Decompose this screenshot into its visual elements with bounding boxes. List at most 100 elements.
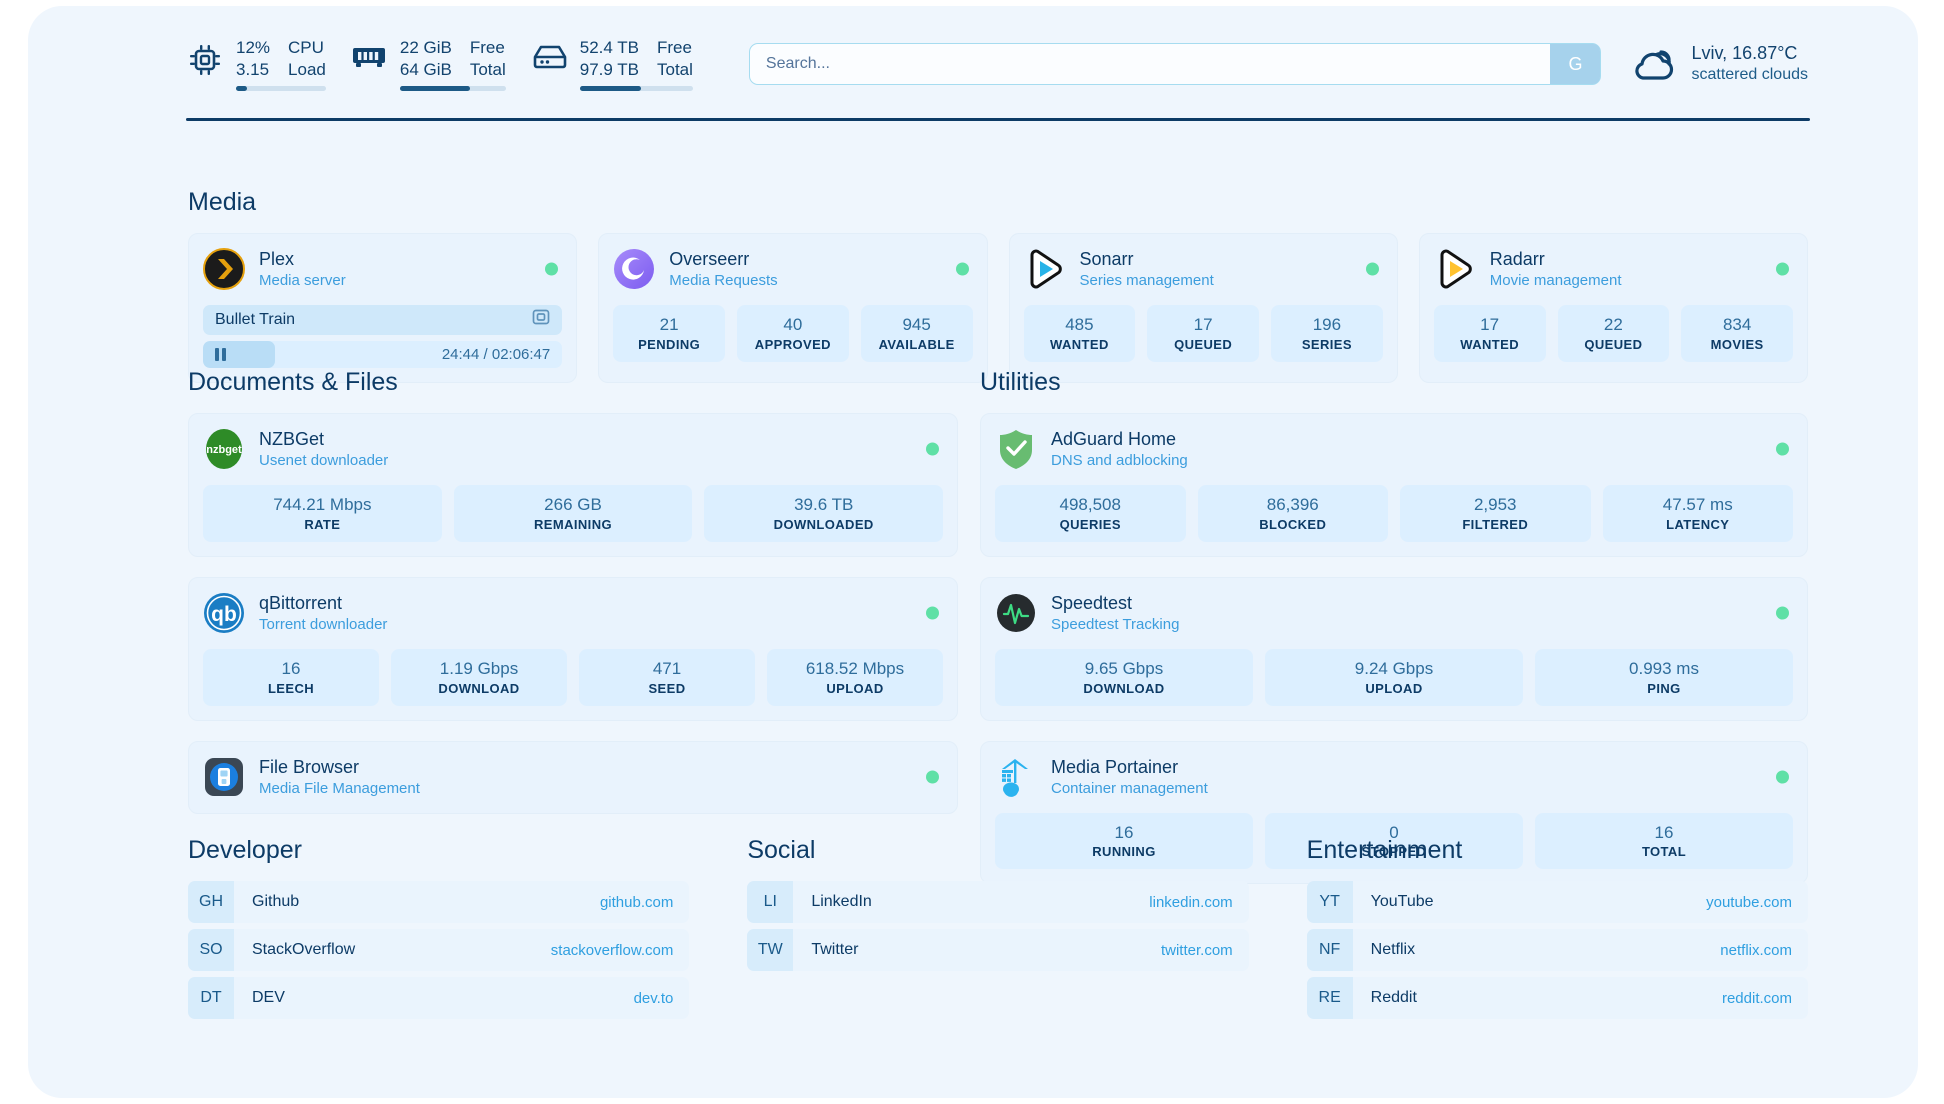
pause-icon[interactable] xyxy=(215,347,226,361)
stat-tile-queued[interactable]: 22 QUEUED xyxy=(1557,304,1670,362)
stat-label: AVAILABLE xyxy=(878,336,955,352)
cast-icon[interactable] xyxy=(532,308,550,331)
search-input[interactable] xyxy=(749,44,1551,84)
search-box[interactable]: G xyxy=(748,43,1602,85)
stat-tile-blocked[interactable]: 86,396 BLOCKED xyxy=(1197,484,1388,542)
search-submit-button[interactable]: G xyxy=(1550,44,1601,84)
stat-tile-download[interactable]: 9.65 Gbps DOWNLOAD xyxy=(995,648,1253,706)
status-indicator-dot xyxy=(1776,262,1789,276)
sonarr-icon xyxy=(1024,248,1066,290)
service-card-sonarr[interactable]: Sonarr Series management 485 WANTED 17 Q… xyxy=(1008,233,1398,383)
stat-tile-wanted[interactable]: 485 WANTED xyxy=(1023,304,1136,362)
stat-tile-seed[interactable]: 471 SEED xyxy=(579,648,755,706)
bookmark-url[interactable]: twitter.com xyxy=(1160,941,1233,959)
stat-tile-download[interactable]: 1.19 Gbps DOWNLOAD xyxy=(391,648,567,706)
cloud-icon xyxy=(1631,44,1677,84)
stat-tile-remaining[interactable]: 266 GB REMAINING xyxy=(453,484,693,542)
service-subtitle: Container management xyxy=(1051,780,1208,798)
stat-tile-running[interactable]: 16 RUNNING xyxy=(995,812,1253,870)
stat-label: PING xyxy=(1647,680,1681,696)
hardware-stat-label-secondary: Total xyxy=(657,59,693,79)
service-name: Media Portainer xyxy=(1051,756,1179,777)
bookmark-name: YouTube xyxy=(1370,893,1434,910)
stat-tile-total[interactable]: 16 TOTAL xyxy=(1535,812,1793,870)
stat-tile-latency[interactable]: 47.57 ms LATENCY xyxy=(1602,484,1793,542)
service-card-speedtest[interactable]: Speedtest Speedtest Tracking 9.65 Gbps D… xyxy=(980,576,1808,721)
service-card-radarr[interactable]: Radarr Movie management 17 WANTED 22 QUE… xyxy=(1418,233,1808,383)
hardware-usage-bar xyxy=(399,85,506,91)
hardware-stat-values: 12% 3.15 xyxy=(236,37,270,80)
service-card-adguard-home[interactable]: AdGuard Home DNS and adblocking 498,508 … xyxy=(980,413,1808,557)
service-subtitle: Speedtest Tracking xyxy=(1051,616,1180,634)
stat-value: 39.6 TB xyxy=(794,494,854,514)
service-card-file-browser[interactable]: File Browser Media File Management xyxy=(188,740,958,814)
stat-tile-available[interactable]: 945 AVAILABLE xyxy=(860,304,973,362)
stat-tile-queued[interactable]: 17 QUEUED xyxy=(1147,304,1259,362)
stat-tile-leech[interactable]: 16 LEECH xyxy=(203,648,379,706)
service-card-qbittorrent[interactable]: qb qBittorrent Torrent downloader 16 LEE… xyxy=(188,576,958,721)
svg-text:nzbget: nzbget xyxy=(206,444,242,456)
stat-label: DOWNLOAD xyxy=(1083,680,1165,696)
bookmark-url[interactable]: reddit.com xyxy=(1721,989,1792,1007)
hardware-stat-cpu: 12% 3.15 CPU Load xyxy=(188,37,326,91)
filebrowser-icon xyxy=(203,756,245,798)
bookmark-url[interactable]: github.com xyxy=(599,893,674,911)
service-name: Overseerr xyxy=(669,249,750,269)
stat-tile-queries[interactable]: 498,508 QUERIES xyxy=(995,484,1186,542)
stat-tile-wanted[interactable]: 17 WANTED xyxy=(1433,304,1546,362)
now-playing-bar[interactable]: Bullet Train xyxy=(203,304,563,335)
adguard-icon xyxy=(995,428,1037,470)
stat-value: 618.52 Mbps xyxy=(805,658,905,678)
bookmark-abbr: SO xyxy=(188,929,234,971)
bookmark-url[interactable]: linkedin.com xyxy=(1149,893,1233,911)
bookmark-item-dev[interactable]: DT DEV dev.to xyxy=(188,977,690,1019)
stat-value: 16 xyxy=(281,658,301,678)
bookmark-url[interactable]: stackoverflow.com xyxy=(550,941,674,959)
service-stats-row: 744.21 Mbps RATE 266 GB REMAINING 39.6 T… xyxy=(203,484,944,542)
playback-progress-bar[interactable]: 24:44 / 02:06:47 xyxy=(203,340,563,368)
service-card-nzbget[interactable]: nzbget NZBGet Usenet downloader 744.21 M… xyxy=(188,413,958,557)
stat-tile-pending[interactable]: 21 PENDING xyxy=(613,304,725,362)
stat-tile-upload[interactable]: 9.24 Gbps UPLOAD xyxy=(1265,648,1523,706)
bookmark-abbr: TW xyxy=(747,929,794,971)
status-indicator-dot xyxy=(1776,606,1789,620)
status-indicator-dot xyxy=(1776,770,1789,784)
stat-tile-upload[interactable]: 618.52 Mbps UPLOAD xyxy=(767,648,943,706)
service-card-plex[interactable]: Plex Media server Bullet Train 24:44 / 0… xyxy=(188,233,578,383)
stat-label: LATENCY xyxy=(1666,516,1730,532)
overseerr-icon xyxy=(613,248,655,290)
stat-tile-movies[interactable]: 834 MOVIES xyxy=(1681,304,1793,362)
utilities-card-list: AdGuard Home DNS and adblocking 498,508 … xyxy=(980,413,1808,885)
stat-tile-downloaded[interactable]: 39.6 TB DOWNLOADED xyxy=(704,484,944,542)
stat-tile-ping[interactable]: 0.993 ms PING xyxy=(1535,648,1793,706)
bookmark-item-linkedin[interactable]: LI LinkedIn linkedin.com xyxy=(747,881,1249,923)
bookmark-url[interactable]: netflix.com xyxy=(1720,941,1792,959)
service-card-header: Media Portainer Container management xyxy=(995,756,1793,799)
service-stats-row: 9.65 Gbps DOWNLOAD 9.24 Gbps UPLOAD 0.99… xyxy=(995,648,1793,706)
bookmark-item-youtube[interactable]: YT YouTube youtube.com xyxy=(1306,881,1808,923)
stat-tile-approved[interactable]: 40 APPROVED xyxy=(737,304,849,362)
media-section-title: Media xyxy=(188,188,257,216)
stat-label: DOWNLOAD xyxy=(438,680,520,696)
stat-tile-series[interactable]: 196 SERIES xyxy=(1271,304,1383,362)
bookmark-item-reddit[interactable]: RE Reddit reddit.com xyxy=(1306,977,1808,1019)
bookmark-url[interactable]: dev.to xyxy=(633,989,674,1007)
service-card-header: Overseerr Media Requests xyxy=(613,248,972,291)
stat-tile-filtered[interactable]: 2,953 FILTERED xyxy=(1400,484,1591,542)
stat-value: 86,396 xyxy=(1266,494,1319,514)
qbittorrent-icon: qb xyxy=(203,592,245,634)
bookmark-item-twitter[interactable]: TW Twitter twitter.com xyxy=(747,929,1249,971)
stat-label: UPLOAD xyxy=(1365,680,1423,696)
bookmark-item-netflix[interactable]: NF Netflix netflix.com xyxy=(1306,929,1808,971)
service-card-header: Sonarr Series management xyxy=(1024,248,1383,291)
status-indicator-dot xyxy=(955,262,969,276)
service-card-overseerr[interactable]: Overseerr Media Requests 21 PENDING 40 A… xyxy=(598,233,988,383)
stat-tile-stopped[interactable]: 0 STOPPED xyxy=(1265,812,1523,870)
stat-tile-rate[interactable]: 744.21 Mbps RATE xyxy=(203,484,442,542)
service-name: NZBGet xyxy=(259,429,325,449)
bookmark-item-stackoverflow[interactable]: SO StackOverflow stackoverflow.com xyxy=(188,929,690,971)
stat-value: 834 xyxy=(1722,314,1752,334)
hardware-stat-ram: 22 GiB 64 GiB Free Total xyxy=(352,37,506,91)
bookmark-item-github[interactable]: GH Github github.com xyxy=(188,881,690,923)
bookmark-url[interactable]: youtube.com xyxy=(1706,893,1792,911)
